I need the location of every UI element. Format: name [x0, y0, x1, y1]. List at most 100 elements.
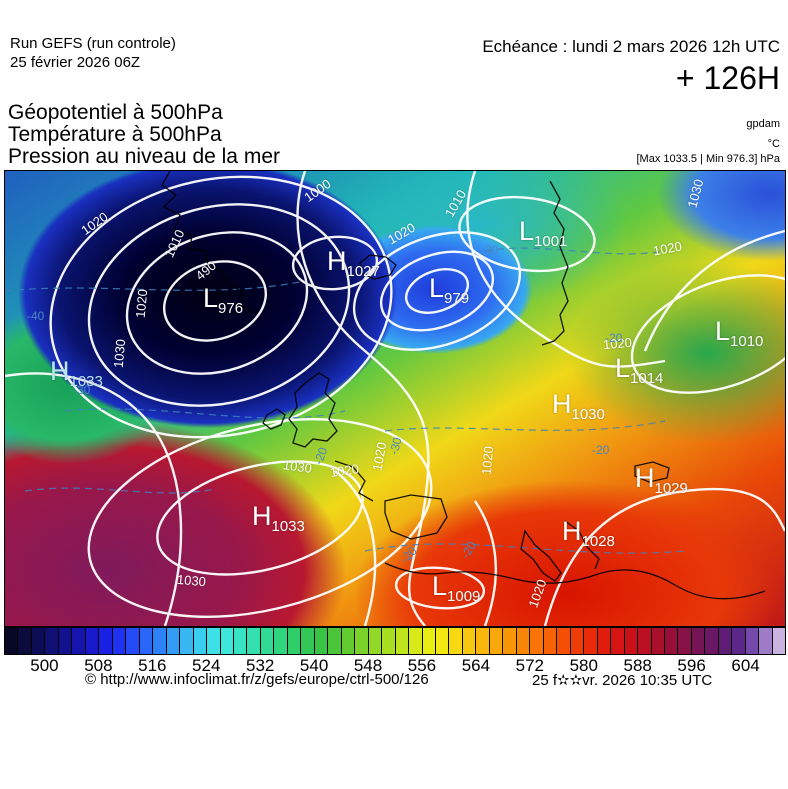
colorbar-cell — [690, 628, 705, 654]
colorbar-cell — [300, 628, 314, 654]
colorbar-cell — [165, 628, 180, 654]
pressure-center-l976: L976 — [203, 283, 244, 317]
colorbar-cell — [408, 628, 422, 654]
param-pressure: Pression au niveau de la mer — [8, 145, 280, 168]
colorbar-cell — [259, 628, 274, 654]
pressure-center-l1001: L1001 — [519, 216, 568, 250]
colorbar-cell — [354, 628, 368, 654]
geopotential-colorbar — [4, 627, 786, 655]
param-geopotential: Géopotentiel à 500hPa — [8, 101, 223, 124]
colorbar-cell — [206, 628, 220, 654]
pressure-center-h1028: H1028 — [562, 516, 615, 550]
colorbar-cell — [84, 628, 99, 654]
synoptic-map: L976 H1027 L979 L1001 L1010 L1014 H1030 H1029 H1… — [4, 170, 786, 627]
copyright-url: © http://www.infoclimat.fr/z/gefs/europe… — [85, 671, 429, 688]
colorbar-tick-labels: 500 508 516 524 532 540 548 556 564 572 580 588 596 6… — [4, 656, 786, 675]
pressure-center-l979: L979 — [429, 273, 470, 307]
forecast-lead-time: + 126H — [675, 60, 780, 96]
colorbar-cell — [219, 628, 233, 654]
minmax-pressure: [Max 1033.5 | Min 976.3] hPa — [636, 153, 781, 165]
isobar-contours — [5, 171, 785, 626]
colorbar-cell — [57, 628, 72, 654]
colorbar-tick-label: 556 — [407, 656, 437, 675]
colorbar-cell — [461, 628, 476, 654]
isotherm-value-label: -20 — [605, 331, 623, 345]
colorbar-tick-label: 604 — [731, 656, 760, 675]
colorbar-cell — [421, 628, 435, 654]
colorbar-cell — [663, 628, 678, 654]
colorbar-cell — [704, 628, 718, 654]
colorbar-cell — [246, 628, 260, 654]
colorbar-tick-label: 500 — [30, 656, 59, 675]
colorbar-cell — [192, 628, 207, 654]
pressure-center-l1014: L1014 — [615, 353, 664, 387]
colorbar-tick-label: 596 — [677, 656, 706, 675]
colorbar-cell — [327, 628, 341, 654]
pressure-center-h1033: H1033 — [252, 501, 305, 535]
colorbar-tick-label: 580 — [569, 656, 598, 675]
colorbar-cell — [758, 628, 772, 654]
colorbar-cell — [717, 628, 732, 654]
pressure-center-l1010: L1010 — [715, 316, 764, 350]
colorbar-cell — [381, 628, 395, 654]
colorbar-cell — [677, 628, 691, 654]
colorbar-cell — [232, 628, 247, 654]
colorbar-cell — [313, 628, 328, 654]
isotherm-value-label: -20 — [592, 443, 610, 457]
colorbar-cell — [515, 628, 530, 654]
colorbar-cell — [98, 628, 112, 654]
colorbar-tick-label: 548 — [353, 656, 383, 675]
colorbar-cell — [286, 628, 301, 654]
colorbar-tick-label: 532 — [245, 656, 275, 675]
isobar-value-label: 1020 — [132, 288, 151, 319]
colorbar-tick-label: 508 — [84, 656, 113, 675]
colorbar-cell — [583, 628, 597, 654]
colorbar-tick-label: 524 — [192, 656, 221, 675]
colorbar-cell — [44, 628, 58, 654]
isotherm-contours — [5, 247, 686, 554]
valid-time: Echéance : lundi 2 mars 2026 12h UTC — [482, 37, 780, 56]
colorbar-cell — [610, 628, 624, 654]
colorbar-tick-label: 540 — [299, 656, 329, 675]
isobar-value-label: 1030 — [110, 338, 129, 369]
colorbar-cell — [138, 628, 153, 654]
colorbar-cell — [273, 628, 287, 654]
colorbar-cell — [435, 628, 449, 654]
colorbar-cell — [475, 628, 489, 654]
colorbar-cell — [556, 628, 570, 654]
colorbar-cell — [502, 628, 516, 654]
unit-labels: gpdam °C [Max 1033.5 | Min 976.3] hPa — [637, 117, 781, 167]
colorbar-cell — [17, 628, 31, 654]
isobar-value-label: 1020 — [478, 445, 497, 476]
coastlines — [161, 171, 766, 600]
unit-gpdam: gpdam — [746, 118, 780, 130]
colorbar-cell — [596, 628, 611, 654]
isotherm-value-label: -30 — [73, 383, 91, 397]
map-contours-layer — [5, 171, 785, 626]
colorbar-cell — [340, 628, 355, 654]
colorbar-cell — [367, 628, 382, 654]
colorbar-cell — [448, 628, 462, 654]
colorbar-cell — [529, 628, 543, 654]
colorbar-cell — [731, 628, 745, 654]
pressure-center-l1009: L1009 — [432, 571, 481, 605]
pressure-center-h1033: H1033 — [50, 356, 103, 390]
run-model-line: Run GEFS (run controle) — [10, 35, 176, 52]
colorbar-cell — [394, 628, 409, 654]
colorbar-cell — [569, 628, 584, 654]
colorbar-tick-label: 564 — [461, 656, 491, 675]
unit-celsius: °C — [767, 138, 780, 150]
pressure-center-h1029: H1029 — [635, 463, 688, 497]
isotherm-value-label: -30 — [481, 243, 499, 257]
colorbar-cell — [179, 628, 193, 654]
colorbar-cell — [542, 628, 557, 654]
colorbar-cell — [111, 628, 126, 654]
colorbar-tick-label: 516 — [138, 656, 167, 675]
generation-timestamp: 25 f✫✫vr. 2026 10:35 UTC — [532, 672, 713, 689]
colorbar-cell — [5, 628, 18, 654]
colorbar-cell — [71, 628, 85, 654]
colorbar-cell — [637, 628, 651, 654]
isotherm-value-label: -40 — [27, 309, 45, 323]
isobar-value-label: 1030 — [176, 571, 207, 590]
